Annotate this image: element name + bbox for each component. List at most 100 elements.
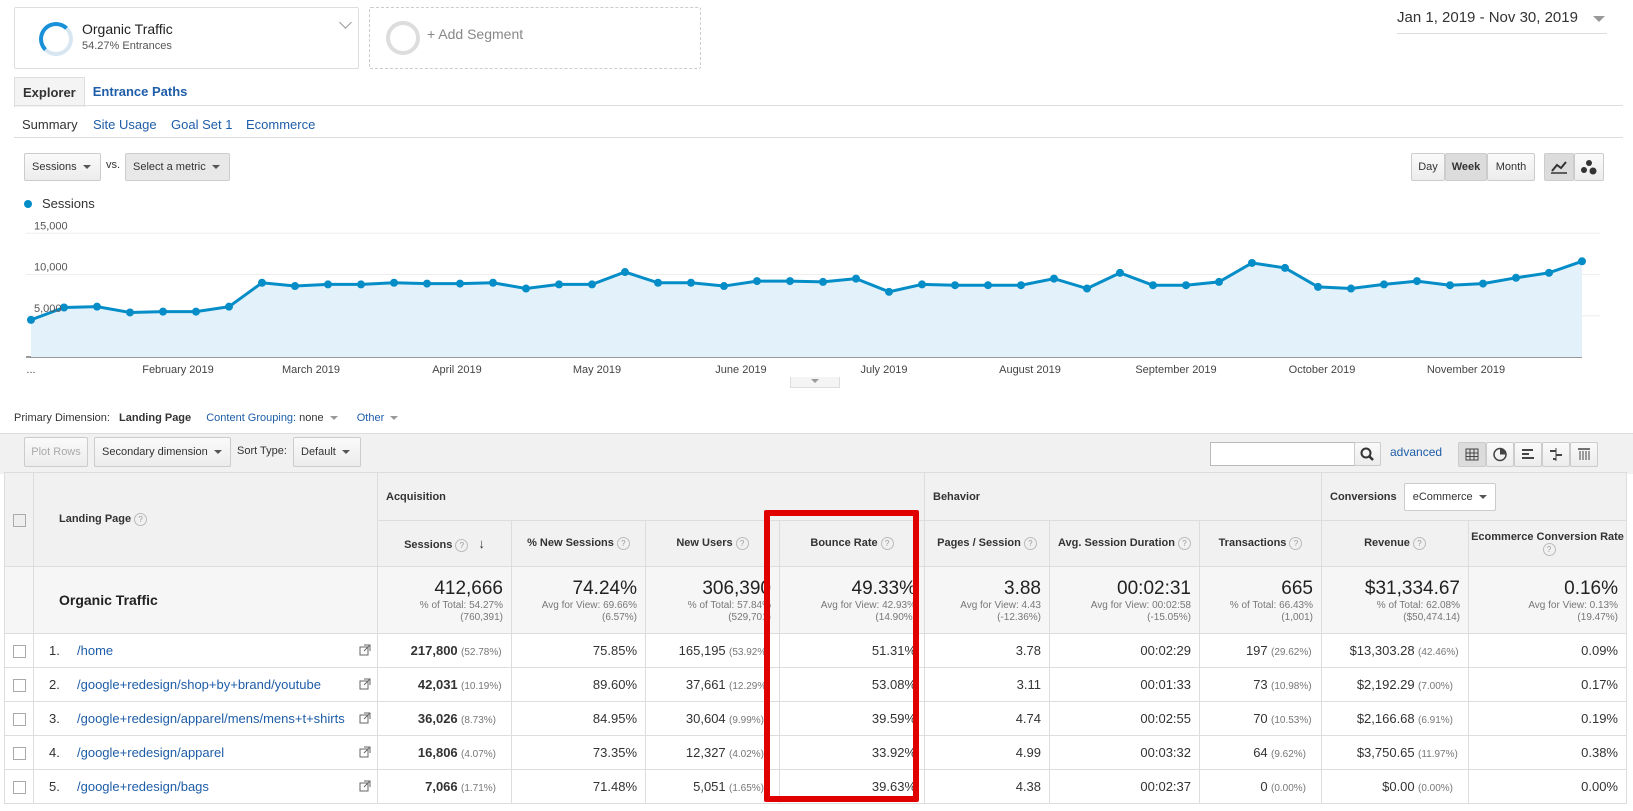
landing-page-link[interactable]: /google+redesign/shop+by+brand/youtube bbox=[77, 677, 321, 692]
data-point[interactable] bbox=[1512, 273, 1520, 282]
row-checkbox[interactable] bbox=[12, 780, 26, 794]
data-point[interactable] bbox=[1215, 277, 1223, 286]
data-point[interactable] bbox=[225, 302, 233, 311]
row-checkbox[interactable] bbox=[12, 712, 26, 726]
data-point[interactable] bbox=[357, 280, 365, 289]
sort-type-select[interactable]: Default bbox=[293, 437, 361, 467]
row-checkbox[interactable] bbox=[12, 746, 26, 760]
help-icon[interactable]: ? bbox=[1177, 537, 1191, 550]
content-grouping-link[interactable]: Content Grouping: none bbox=[206, 412, 338, 424]
data-point[interactable] bbox=[786, 277, 794, 286]
column-header[interactable]: Pages / Session? bbox=[924, 520, 1050, 567]
subtab-site-usage[interactable]: Site Usage bbox=[93, 117, 157, 132]
header-landing-page[interactable]: Landing Page? bbox=[33, 472, 378, 567]
month-button[interactable]: Month bbox=[1487, 153, 1535, 181]
data-point[interactable] bbox=[1380, 280, 1388, 289]
subtab-summary[interactable]: Summary bbox=[22, 117, 78, 132]
column-header[interactable]: Avg. Session Duration? bbox=[1049, 520, 1200, 567]
help-icon[interactable]: ? bbox=[1412, 537, 1426, 550]
pivot-view-icon[interactable] bbox=[1570, 442, 1598, 467]
data-point[interactable] bbox=[291, 282, 299, 291]
data-point[interactable] bbox=[1446, 281, 1454, 290]
data-point[interactable] bbox=[885, 287, 893, 296]
open-external-icon[interactable] bbox=[359, 780, 371, 792]
data-point[interactable] bbox=[918, 280, 926, 289]
data-point[interactable] bbox=[1413, 277, 1421, 286]
table-row[interactable]: 5. /google+redesign/bags 7,066 (1.71%) 71.4… bbox=[4, 769, 1627, 804]
date-range-picker[interactable]: Jan 1, 2019 - Nov 30, 2019 bbox=[1397, 9, 1607, 34]
secondary-metric-select[interactable]: Select a metric bbox=[125, 153, 230, 181]
landing-page-link[interactable]: /google+redesign/apparel bbox=[77, 745, 225, 760]
tab-entrance-paths[interactable]: Entrance Paths bbox=[92, 84, 188, 99]
week-button[interactable]: Week bbox=[1445, 153, 1487, 181]
table-search-button[interactable] bbox=[1354, 442, 1381, 466]
data-point[interactable] bbox=[60, 303, 68, 312]
column-header[interactable]: Revenue? bbox=[1321, 520, 1469, 567]
column-header[interactable]: New Users? bbox=[645, 520, 780, 567]
data-point[interactable] bbox=[1479, 279, 1487, 288]
table-row[interactable]: 3. /google+redesign/apparel/mens/mens+t+s… bbox=[4, 701, 1627, 736]
help-icon[interactable]: ? bbox=[1542, 543, 1556, 556]
landing-page-link[interactable]: /home bbox=[77, 643, 114, 658]
data-point[interactable] bbox=[1248, 258, 1256, 267]
data-point[interactable] bbox=[522, 284, 530, 293]
secondary-dimension-select[interactable]: Secondary dimension bbox=[94, 437, 231, 467]
data-point[interactable] bbox=[1182, 281, 1190, 290]
tab-explorer[interactable]: Explorer bbox=[14, 77, 85, 107]
data-point[interactable] bbox=[555, 280, 563, 289]
data-table-view-icon[interactable] bbox=[1458, 442, 1486, 467]
data-point[interactable] bbox=[1578, 257, 1586, 266]
data-point[interactable] bbox=[720, 282, 728, 291]
data-point[interactable] bbox=[27, 315, 35, 324]
data-point[interactable] bbox=[621, 268, 629, 277]
help-icon[interactable]: ? bbox=[455, 538, 469, 552]
data-point[interactable] bbox=[192, 307, 200, 316]
data-point[interactable] bbox=[1050, 274, 1058, 283]
primary-metric-select[interactable]: Sessions bbox=[24, 153, 101, 181]
comparison-view-icon[interactable] bbox=[1542, 442, 1570, 467]
table-row[interactable]: 2. /google+redesign/shop+by+brand/youtube… bbox=[4, 667, 1627, 702]
help-icon[interactable]: ? bbox=[616, 537, 630, 550]
data-point[interactable] bbox=[852, 274, 860, 283]
data-point[interactable] bbox=[258, 278, 266, 287]
data-point[interactable] bbox=[1281, 263, 1289, 272]
data-point[interactable] bbox=[93, 302, 101, 311]
advanced-link[interactable]: advanced bbox=[1390, 445, 1443, 459]
chart-collapse-handle[interactable] bbox=[790, 377, 840, 388]
open-external-icon[interactable] bbox=[359, 712, 371, 724]
subtab-goal-set-1[interactable]: Goal Set 1 bbox=[171, 117, 233, 132]
data-point[interactable] bbox=[588, 280, 596, 289]
column-header[interactable]: Ecommerce Conversion Rate? bbox=[1468, 520, 1627, 567]
landing-page-link[interactable]: /google+redesign/apparel/mens/mens+t+shi… bbox=[77, 711, 345, 726]
line-chart-toggle[interactable] bbox=[1544, 153, 1574, 181]
chevron-down-icon[interactable] bbox=[339, 16, 352, 29]
data-point[interactable] bbox=[654, 278, 662, 287]
data-point[interactable] bbox=[687, 278, 695, 287]
sort-descending-icon[interactable]: ↓ bbox=[478, 535, 485, 551]
table-row[interactable]: 1. /home 217,800 (52.78%) 75.85% 165,195 (53… bbox=[4, 633, 1627, 668]
subtab-ecommerce[interactable]: Ecommerce bbox=[246, 117, 316, 132]
plot-rows-button[interactable]: Plot Rows bbox=[24, 437, 88, 467]
motion-chart-toggle[interactable] bbox=[1574, 153, 1604, 181]
help-icon[interactable]: ? bbox=[880, 537, 894, 550]
data-point[interactable] bbox=[324, 280, 332, 289]
data-point[interactable] bbox=[489, 278, 497, 287]
help-icon[interactable]: ? bbox=[134, 513, 148, 526]
other-dimension-link[interactable]: Other bbox=[357, 412, 399, 424]
landing-page-link[interactable]: /google+redesign/bags bbox=[77, 779, 209, 794]
data-point[interactable] bbox=[1149, 281, 1157, 290]
help-icon[interactable]: ? bbox=[1289, 537, 1303, 550]
data-point[interactable] bbox=[1314, 282, 1322, 291]
open-external-icon[interactable] bbox=[359, 644, 371, 656]
select-all-checkbox[interactable] bbox=[12, 513, 26, 527]
add-segment-button[interactable]: + Add Segment bbox=[369, 7, 701, 69]
column-header[interactable]: % New Sessions? bbox=[511, 520, 646, 567]
column-header[interactable]: Transactions? bbox=[1199, 520, 1322, 567]
bar-chart-view-icon[interactable] bbox=[1514, 442, 1542, 467]
data-point[interactable] bbox=[159, 307, 167, 316]
data-point[interactable] bbox=[1083, 284, 1091, 293]
data-point[interactable] bbox=[984, 281, 992, 290]
open-external-icon[interactable] bbox=[359, 746, 371, 758]
column-header[interactable]: Sessions? ↓ bbox=[377, 520, 512, 567]
data-point[interactable] bbox=[456, 279, 464, 288]
